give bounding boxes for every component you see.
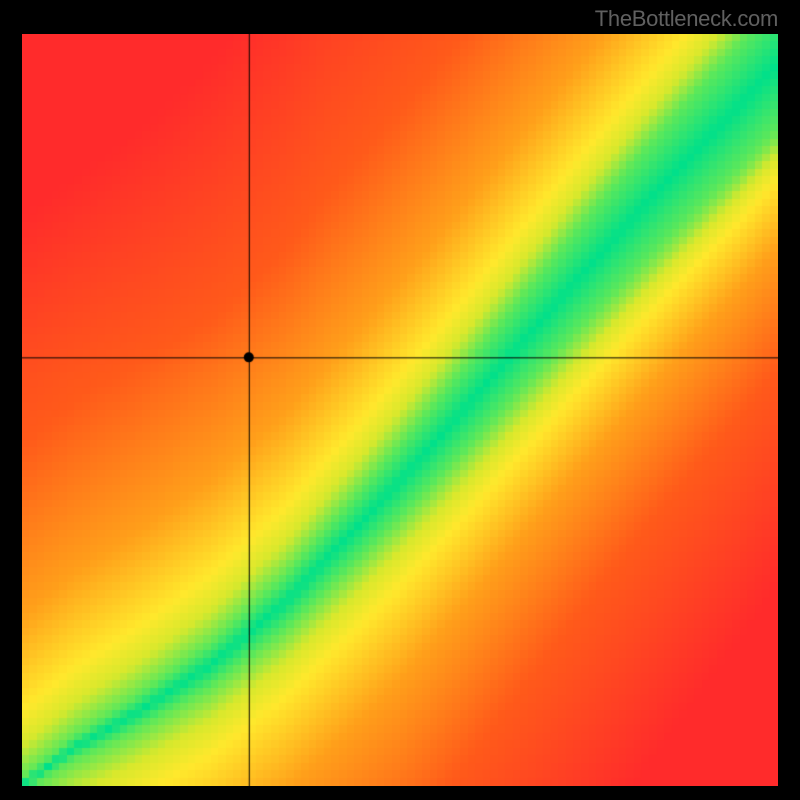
chart-frame: [22, 34, 778, 786]
bottleneck-heatmap: [22, 34, 778, 786]
watermark-label: TheBottleneck.com: [595, 6, 778, 32]
